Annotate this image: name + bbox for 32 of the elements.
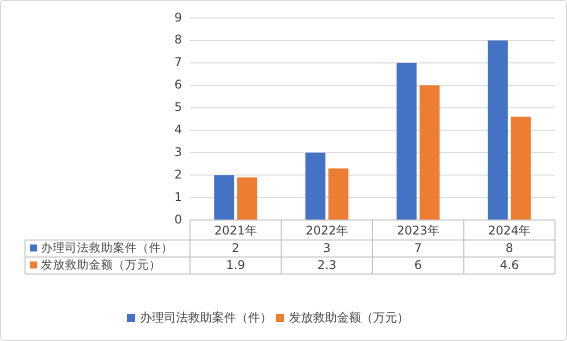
legend-label: 发放救助金额（万元） xyxy=(41,258,161,272)
x-tick-label: 2023年 xyxy=(396,223,440,238)
y-tick-label: 7 xyxy=(174,55,182,70)
y-tick-label: 5 xyxy=(174,100,182,114)
bar xyxy=(488,40,508,220)
data-label: 3 xyxy=(323,240,331,255)
y-tick-label: 9 xyxy=(174,10,182,24)
y-tick-label: 0 xyxy=(174,212,182,226)
x-tick-label: 2022年 xyxy=(306,223,348,238)
legend-label: 办理司法救助案件（件） xyxy=(41,240,173,255)
y-tick-label: 2 xyxy=(174,167,182,182)
x-tick-label: 2024年 xyxy=(488,223,531,238)
bar xyxy=(510,116,531,220)
bar xyxy=(420,85,440,220)
x-tick-label: 2021年 xyxy=(214,223,257,238)
y-tick-label: 8 xyxy=(174,32,182,47)
data-label: 7 xyxy=(414,240,422,255)
y-tick-label: 3 xyxy=(174,144,182,159)
data-label: 6 xyxy=(414,258,422,272)
data-label: 4.6 xyxy=(500,258,519,272)
data-label: 8 xyxy=(506,240,514,255)
bar xyxy=(396,62,417,220)
y-tick-label: 4 xyxy=(174,122,182,137)
y-tick-label: 1 xyxy=(174,190,182,204)
bar xyxy=(214,175,234,220)
bar xyxy=(328,168,348,220)
y-tick-label: 6 xyxy=(174,78,182,92)
data-label: 1.9 xyxy=(226,258,246,272)
bar xyxy=(237,177,258,220)
bar xyxy=(305,152,326,220)
data-label: 2.3 xyxy=(317,258,336,272)
data-label: 2 xyxy=(232,240,240,255)
